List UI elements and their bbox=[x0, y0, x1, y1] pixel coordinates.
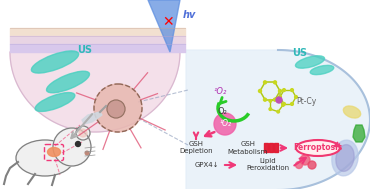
Circle shape bbox=[273, 98, 276, 101]
Text: ¹O₂: ¹O₂ bbox=[213, 88, 227, 97]
Circle shape bbox=[263, 98, 266, 101]
Circle shape bbox=[276, 97, 282, 103]
Circle shape bbox=[214, 113, 236, 135]
Text: Lipid
Peroxidation: Lipid Peroxidation bbox=[246, 159, 290, 171]
Text: hv: hv bbox=[183, 10, 196, 20]
Circle shape bbox=[279, 96, 282, 98]
Circle shape bbox=[53, 128, 91, 166]
Polygon shape bbox=[10, 52, 180, 132]
Text: Pt-Cy: Pt-Cy bbox=[296, 97, 316, 105]
Polygon shape bbox=[82, 112, 102, 124]
Circle shape bbox=[279, 90, 282, 92]
Circle shape bbox=[75, 142, 81, 146]
Circle shape bbox=[290, 89, 293, 91]
Text: GPX4↓: GPX4↓ bbox=[195, 162, 219, 168]
Bar bbox=[264, 143, 268, 152]
Circle shape bbox=[290, 102, 293, 105]
Text: US: US bbox=[77, 45, 92, 55]
Ellipse shape bbox=[16, 140, 74, 176]
Circle shape bbox=[295, 96, 297, 98]
Ellipse shape bbox=[336, 145, 354, 171]
Text: GSH
Depletion: GSH Depletion bbox=[179, 142, 213, 154]
Ellipse shape bbox=[310, 65, 334, 75]
Circle shape bbox=[107, 100, 125, 118]
Ellipse shape bbox=[296, 56, 324, 68]
Text: ¹O₂: ¹O₂ bbox=[219, 119, 231, 129]
Polygon shape bbox=[353, 125, 365, 142]
Text: Ferroptosis: Ferroptosis bbox=[293, 143, 343, 153]
Circle shape bbox=[85, 151, 89, 155]
Circle shape bbox=[269, 100, 272, 102]
Circle shape bbox=[259, 90, 262, 92]
Circle shape bbox=[94, 84, 142, 132]
Circle shape bbox=[296, 161, 303, 169]
Circle shape bbox=[283, 102, 285, 105]
Text: ✕: ✕ bbox=[162, 15, 174, 29]
Circle shape bbox=[300, 155, 310, 165]
Circle shape bbox=[283, 89, 285, 91]
Polygon shape bbox=[148, 0, 180, 52]
Ellipse shape bbox=[47, 71, 90, 93]
Circle shape bbox=[79, 129, 87, 137]
Bar bbox=[269, 143, 272, 152]
Ellipse shape bbox=[332, 140, 358, 176]
Bar bbox=[274, 143, 278, 152]
Circle shape bbox=[273, 81, 276, 84]
Ellipse shape bbox=[343, 106, 361, 118]
Circle shape bbox=[277, 110, 279, 113]
Ellipse shape bbox=[31, 51, 79, 73]
Circle shape bbox=[269, 108, 272, 110]
Ellipse shape bbox=[47, 147, 61, 156]
Text: GSH
Metabolism: GSH Metabolism bbox=[228, 142, 268, 154]
Circle shape bbox=[263, 81, 266, 84]
Circle shape bbox=[282, 104, 284, 106]
Circle shape bbox=[76, 126, 90, 140]
Ellipse shape bbox=[296, 140, 340, 156]
Text: US: US bbox=[293, 48, 307, 58]
Ellipse shape bbox=[35, 93, 75, 112]
Circle shape bbox=[277, 97, 279, 100]
Polygon shape bbox=[186, 50, 370, 189]
Circle shape bbox=[308, 161, 316, 169]
Text: O₂: O₂ bbox=[217, 108, 227, 116]
